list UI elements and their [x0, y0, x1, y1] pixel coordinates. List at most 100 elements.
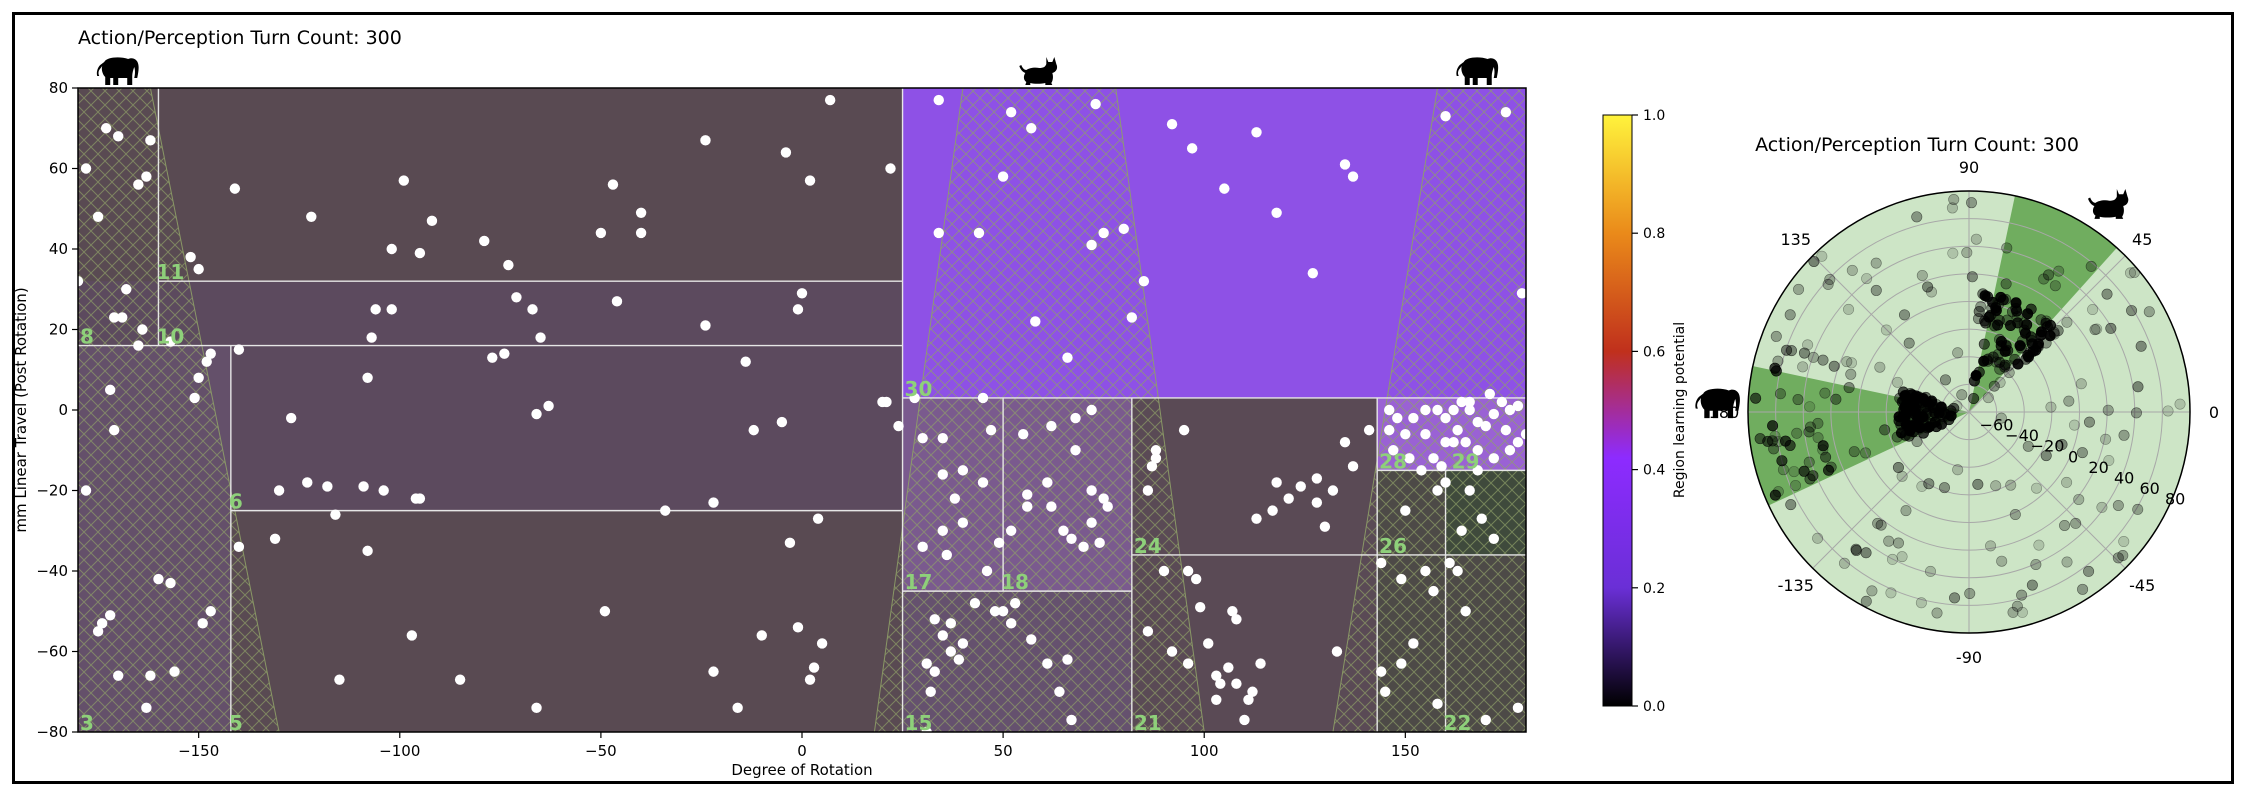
polar-point: [1879, 424, 1891, 436]
scatter-point: [993, 537, 1005, 549]
polar-point: [2063, 395, 2075, 407]
scatter-point: [1396, 573, 1407, 585]
scatter-point: [1227, 606, 1238, 617]
scatter-point: [989, 606, 1001, 617]
scatter-point: [780, 147, 792, 158]
polar-point: [1899, 309, 1911, 321]
scatter-point: [1215, 678, 1226, 689]
scatter-point: [997, 171, 1009, 182]
scatter-point: [531, 702, 542, 714]
polar-point: [2087, 304, 2099, 316]
polar-point: [1860, 595, 1872, 607]
scatter-point: [1420, 565, 1431, 577]
scatter-point: [80, 163, 92, 174]
polar-point: [2022, 440, 2034, 452]
colorbar-tick-label: 0.4: [1643, 463, 1665, 479]
polar-point: [1925, 396, 1937, 408]
scatter-point: [977, 477, 989, 488]
scatter-point: [1098, 493, 1109, 504]
scatter-point: [141, 702, 152, 714]
polar-point: [1793, 283, 1805, 295]
polar-point: [1784, 439, 1796, 451]
scatter-point: [454, 674, 466, 685]
polar-point: [2117, 550, 2129, 562]
scatter-point: [1182, 565, 1194, 577]
scatter-point: [929, 666, 940, 677]
polar-point: [2003, 367, 2015, 379]
colorbar-label: Region learning potential: [1672, 322, 1688, 498]
polar-chart-title: Action/Perception Turn Count: 300: [1755, 134, 2079, 156]
scatter-point: [1046, 420, 1057, 432]
polar-point: [1968, 393, 1980, 405]
polar-point: [1823, 464, 1835, 476]
polar-point: [1922, 281, 1934, 293]
scatter-point: [322, 481, 333, 492]
scatter-point: [1186, 143, 1198, 154]
polar-point: [2035, 329, 2047, 341]
scatter-point: [1126, 312, 1138, 323]
scatter-point: [1138, 276, 1150, 287]
polar-point: [1812, 417, 1824, 429]
polar-point: [2174, 398, 2186, 410]
scatter-point: [756, 630, 767, 641]
scatter-point: [1384, 404, 1395, 416]
scatter-point: [1211, 670, 1222, 681]
scatter-point: [1363, 424, 1375, 436]
polar-point: [2112, 499, 2124, 511]
scatter-point: [917, 432, 928, 444]
scatter-point: [1456, 396, 1467, 408]
cat-icon: [1019, 57, 1058, 85]
scatter-point: [1158, 565, 1170, 577]
polar-point: [1843, 382, 1855, 394]
scatter-point: [1295, 481, 1306, 492]
polar-point: [1828, 360, 1840, 372]
scatter-point: [334, 674, 345, 685]
polar-point: [1769, 489, 1781, 501]
polar-point: [1870, 284, 1882, 296]
polar-point: [1892, 461, 1904, 473]
polar-point: [1995, 336, 2007, 348]
scatter-point: [1420, 428, 1431, 440]
scatter-point: [1211, 694, 1222, 705]
elephant-icon: [1456, 57, 1499, 85]
polar-point: [2056, 439, 2068, 451]
polar-point: [1994, 376, 2006, 388]
colorbar-ticks: 0.0 0.2 0.4 0.6 0.8 1.0: [1632, 108, 1665, 715]
scatter-point: [1376, 557, 1387, 569]
x-axis-ticks: −150 −100 −50 0 50 100 150: [178, 732, 1420, 760]
scatter-point: [1231, 678, 1242, 689]
polar-point: [1938, 407, 1950, 419]
scatter-point: [792, 304, 804, 315]
scatter-point: [700, 135, 711, 146]
scatter-point: [193, 372, 204, 383]
scatter-point: [109, 312, 120, 323]
polar-grid-spoke: [1812, 411, 1970, 569]
scatter-point: [1400, 428, 1411, 440]
scatter-point: [921, 726, 932, 732]
polar-point: [1999, 359, 2011, 371]
region-label: 26: [1379, 534, 1407, 558]
polar-radial-label: 40: [2114, 468, 2134, 487]
region-label: 30: [905, 377, 933, 401]
scatter-point: [1464, 396, 1475, 408]
polar-point: [1939, 374, 1951, 386]
polar-point: [1988, 380, 2000, 392]
scatter-point: [1404, 453, 1415, 464]
scatter-point: [273, 485, 285, 496]
region-label: 3: [80, 711, 94, 735]
polar-angle-label: -135: [1778, 576, 1814, 595]
scatter-point: [1500, 106, 1512, 118]
polar-point: [2053, 265, 2065, 277]
scatter-point: [1452, 424, 1463, 436]
x-tick-label: −150: [178, 742, 219, 760]
scatter-point: [205, 606, 216, 617]
polar-point: [1768, 443, 1780, 455]
polar-point: [1982, 392, 1994, 404]
polar-point: [1776, 455, 1788, 467]
scatter-point: [1009, 598, 1021, 609]
scatter-point: [201, 356, 212, 367]
polar-point: [2143, 306, 2155, 318]
polar-point: [2083, 565, 2095, 577]
scatter-point: [100, 123, 112, 134]
scatter-point: [145, 135, 156, 146]
